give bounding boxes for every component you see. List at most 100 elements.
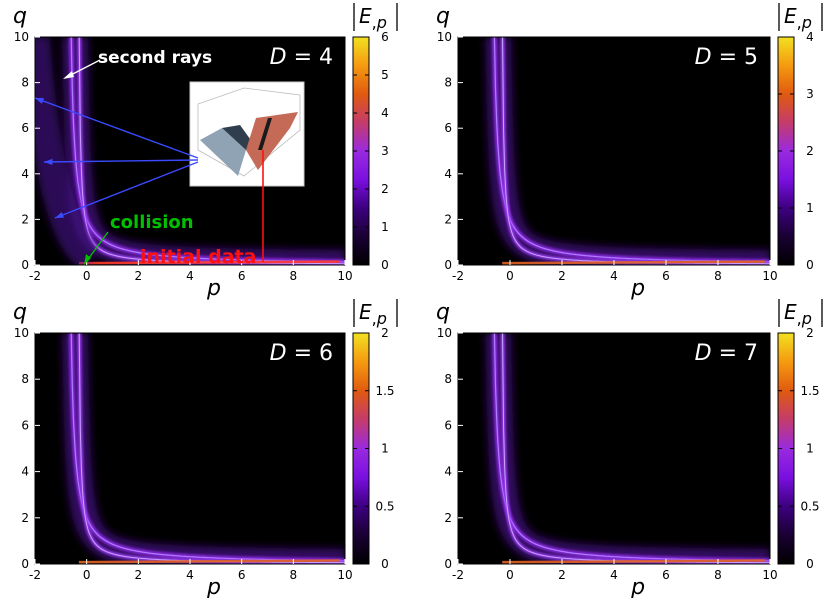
x-tick-label: 2	[558, 568, 566, 582]
base-line	[502, 260, 765, 265]
y-axis-label: q	[13, 300, 27, 325]
x-tick-label: 0	[506, 568, 514, 582]
panel-title: D = 7	[695, 341, 758, 366]
colorbar-tick-label: 2	[806, 144, 814, 158]
y-tick-label: 2	[444, 212, 452, 226]
y-tick-label: 8	[21, 76, 29, 90]
x-tick-label: -2	[29, 269, 41, 283]
colorbar-label-text: E,p	[784, 300, 812, 328]
colorbar-tick-label: 1.5	[800, 384, 819, 398]
inset-surface-left	[200, 128, 246, 176]
annotation-second-rays: second rays	[98, 48, 212, 68]
x-ticks: -2 0 2 4 6 8 10	[452, 260, 778, 283]
colorbar-tick-label: 4	[806, 30, 814, 44]
x-tick-label: 4	[610, 568, 618, 582]
colorbar-tick-label: 4	[381, 106, 389, 120]
arrow-blue-head	[55, 212, 64, 218]
inset-surface-right	[246, 112, 298, 170]
y-ticks: 0 2 4 6 8 10	[14, 326, 40, 571]
inset-frame	[189, 81, 305, 187]
colorbar-tick-label: 1	[381, 442, 389, 456]
heatmap-layer	[485, 333, 770, 564]
colorbar-tick-label: 3	[381, 144, 389, 158]
arrow-white-head	[63, 71, 74, 79]
y-tick-label: 2	[21, 212, 29, 226]
annotations: second rays collision initial data	[34, 48, 305, 268]
ridge-fan	[35, 37, 100, 265]
y-tick-label: 8	[444, 372, 452, 386]
y-tick-label: 8	[444, 76, 452, 90]
y-tick-label: 4	[444, 465, 452, 479]
colorbar-label: E,p	[778, 3, 823, 32]
colorbar-tick-label: 2	[806, 326, 814, 340]
arrow-green-head	[84, 254, 91, 265]
y-tick-label: 0	[21, 258, 29, 272]
x-tick-label: -2	[452, 568, 464, 582]
base-line	[78, 559, 340, 564]
x-axis-label: p	[630, 276, 645, 301]
inset-box	[197, 87, 301, 177]
colorbar-tick-label: 3	[806, 87, 814, 101]
x-tick-label: 8	[714, 269, 722, 283]
colorbar-tick-label: 0	[806, 258, 814, 272]
colorbar-tick-label: 1	[806, 201, 814, 215]
colorbar-label: E,p	[778, 299, 823, 328]
x-tick-label: 0	[83, 269, 91, 283]
x-ticks: -2 0 2 4 6 8 10	[29, 260, 353, 283]
y-tick-label: 10	[14, 30, 29, 44]
x-tick-label: 0	[506, 269, 514, 283]
x-tick-label: 0	[83, 568, 91, 582]
heatmap-layer	[485, 37, 770, 265]
colorbar-label: E,p	[353, 299, 398, 328]
annotation-initial-data: initial data	[140, 246, 256, 268]
heatmap-layer	[62, 333, 345, 564]
colorbar-tick-label: 2	[381, 326, 389, 340]
arrow-blue	[34, 97, 199, 159]
y-tick-label: 10	[437, 30, 452, 44]
colorbar-tick-label: 2	[381, 182, 389, 196]
arrow-blue-head	[35, 98, 44, 104]
x-tick-label: 8	[714, 568, 722, 582]
x-tick-label: 8	[290, 568, 298, 582]
y-axis-label: q	[436, 4, 450, 29]
x-tick-label: 10	[337, 568, 352, 582]
inset-surface-spike	[258, 118, 272, 150]
x-tick-label: 4	[610, 269, 618, 283]
colorbar-label-text: E,p	[784, 4, 812, 32]
y-tick-label: 0	[444, 557, 452, 571]
x-tick-label: 8	[290, 269, 298, 283]
x-axis-label: p	[206, 276, 221, 301]
y-axis-label: q	[436, 300, 450, 325]
x-ticks: -2 0 2 4 6 8 10	[452, 559, 778, 582]
colorbar: 0 0.5 1 1.5 2E,p	[777, 299, 823, 571]
x-tick-label: 6	[238, 269, 246, 283]
annotation-collision: collision	[110, 212, 194, 233]
x-tick-label: -2	[29, 568, 41, 582]
y-tick-label: 6	[21, 418, 29, 432]
inset-3d-surface	[189, 81, 305, 187]
y-tick-label: 10	[14, 326, 29, 340]
x-ticks: -2 0 2 4 6 8 10	[29, 559, 353, 582]
y-ticks: 0 2 4 6 8 10	[14, 30, 40, 272]
colorbar: 0 1 2 3 4 5 6E,p	[352, 3, 398, 272]
y-axis-label: q	[13, 4, 27, 29]
arrow-blue	[43, 159, 199, 163]
x-tick-label: 6	[662, 568, 670, 582]
y-tick-label: 10	[437, 326, 452, 340]
arrow-blue-head	[44, 158, 53, 165]
colorbar-tick-label: 1.5	[375, 384, 394, 398]
y-ticks: 0 2 4 6 8 10	[437, 30, 463, 272]
colorbar-label-text: E,p	[359, 300, 387, 328]
y-tick-label: 4	[21, 465, 29, 479]
colorbar-tick-label: 5	[381, 68, 389, 82]
colorbar: 0 1 2 3 4E,p	[777, 3, 823, 272]
x-tick-label: 10	[337, 269, 352, 283]
x-tick-label: 6	[238, 568, 246, 582]
x-tick-label: -2	[452, 269, 464, 283]
y-tick-label: 6	[444, 121, 452, 135]
colorbar-label: E,p	[353, 3, 398, 32]
